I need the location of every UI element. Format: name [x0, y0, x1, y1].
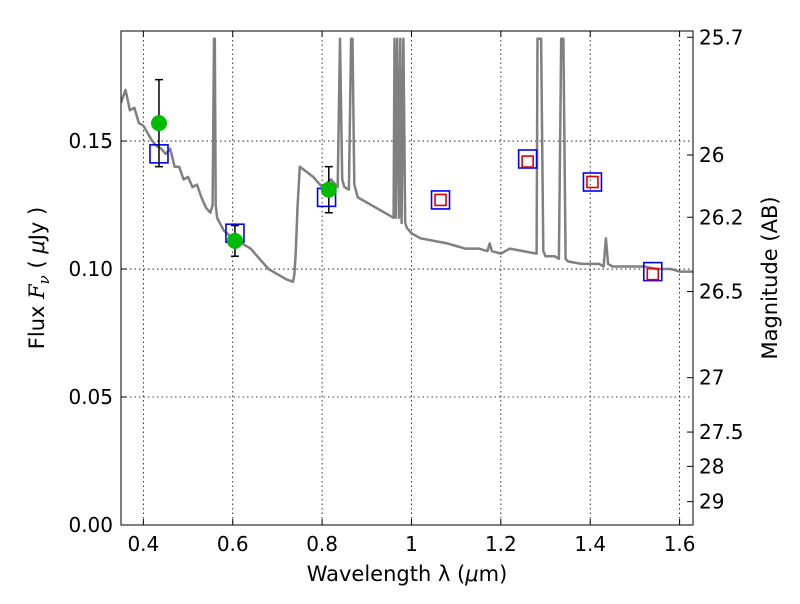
observed-photometry-point	[521, 155, 534, 168]
x-tick-label: 0.6	[217, 532, 249, 556]
y2-tick-label: 26	[699, 143, 724, 167]
observed-detections-point	[320, 181, 337, 198]
y2-tick-label: 27	[699, 366, 724, 390]
y-tick-label: 0.05	[68, 385, 113, 409]
x-axis: 0.4 0.6 0.8 1 1.2 1.4 1.6	[127, 31, 696, 556]
y-axis: 0.00 0.05 0.10 0.15	[68, 129, 127, 537]
model-photometry-point	[430, 190, 451, 210]
y2-tick-label: 26.2	[699, 205, 744, 229]
x-tick-label: 0.8	[306, 532, 338, 556]
model-photometry-point	[517, 149, 538, 169]
model-photometry-point	[642, 261, 663, 282]
y-tick-label: 0.10	[68, 257, 113, 281]
y-tick-label: 0.15	[68, 129, 113, 153]
y2-tick-label: 25.7	[699, 25, 744, 49]
y2-axis: 25.7 26 26.2 26.5 27 27.5 28 29	[687, 25, 744, 514]
model-photometry-point	[582, 172, 603, 192]
x-tick-label: 1.2	[485, 532, 517, 556]
y2-tick-label: 29	[699, 490, 724, 514]
y-axis-label: Flux Fν ( μJy )	[25, 207, 53, 349]
plot-area	[121, 37, 693, 284]
x-tick-label: 1	[405, 532, 418, 556]
y2-axis-label: Magnitude (AB)	[758, 196, 782, 359]
grid-lines	[121, 31, 693, 525]
y2-tick-label: 28	[699, 454, 724, 478]
x-tick-label: 1.6	[664, 532, 696, 556]
y-tick-label: 0.00	[68, 513, 113, 537]
observed-photometry-point	[586, 175, 599, 189]
x-tick-label: 1.4	[574, 532, 606, 556]
plot-frame	[120, 30, 694, 526]
y2-tick-label: 26.5	[699, 280, 744, 304]
observed-detections-point	[150, 115, 167, 132]
observed-detections-point	[226, 232, 243, 249]
x-axis-label: Wavelength λ (μm)	[307, 562, 508, 586]
x-tick-label: 0.4	[127, 532, 159, 556]
model-spectrum-line	[121, 37, 693, 284]
observed-photometry-point	[646, 267, 660, 281]
observed-photometry-point	[434, 193, 447, 207]
y2-tick-label: 27.5	[699, 420, 744, 444]
markers	[149, 78, 663, 282]
